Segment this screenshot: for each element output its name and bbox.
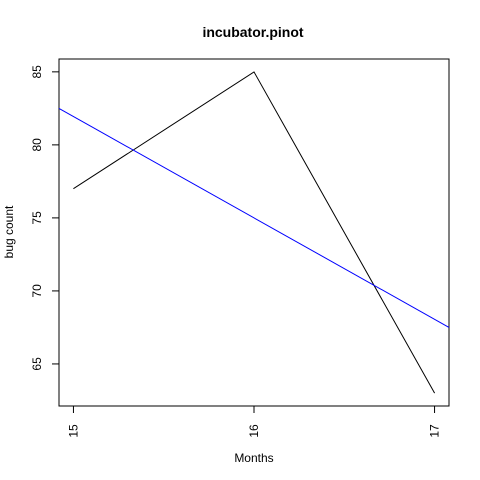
plot-frame xyxy=(58,58,450,407)
y-tick-label: 70 xyxy=(30,284,44,298)
y-axis-label: bug count xyxy=(2,205,16,258)
series-layer xyxy=(58,71,450,394)
y-axis: 65 70 75 80 85 xyxy=(30,65,59,371)
x-axis-label: Months xyxy=(234,451,273,465)
y-tick-label: 85 xyxy=(30,65,44,79)
x-tick-label: 16 xyxy=(247,424,261,438)
y-tick-label: 80 xyxy=(30,138,44,152)
y-tick-label: 75 xyxy=(30,211,44,225)
trend-line xyxy=(58,107,450,328)
bug-count-line xyxy=(73,71,436,394)
x-axis: 15 16 17 xyxy=(66,406,442,438)
x-tick-label: 17 xyxy=(428,424,442,438)
y-tick-label: 65 xyxy=(30,357,44,371)
chart-title: incubator.pinot xyxy=(202,24,303,40)
x-tick-label: 15 xyxy=(66,424,80,438)
